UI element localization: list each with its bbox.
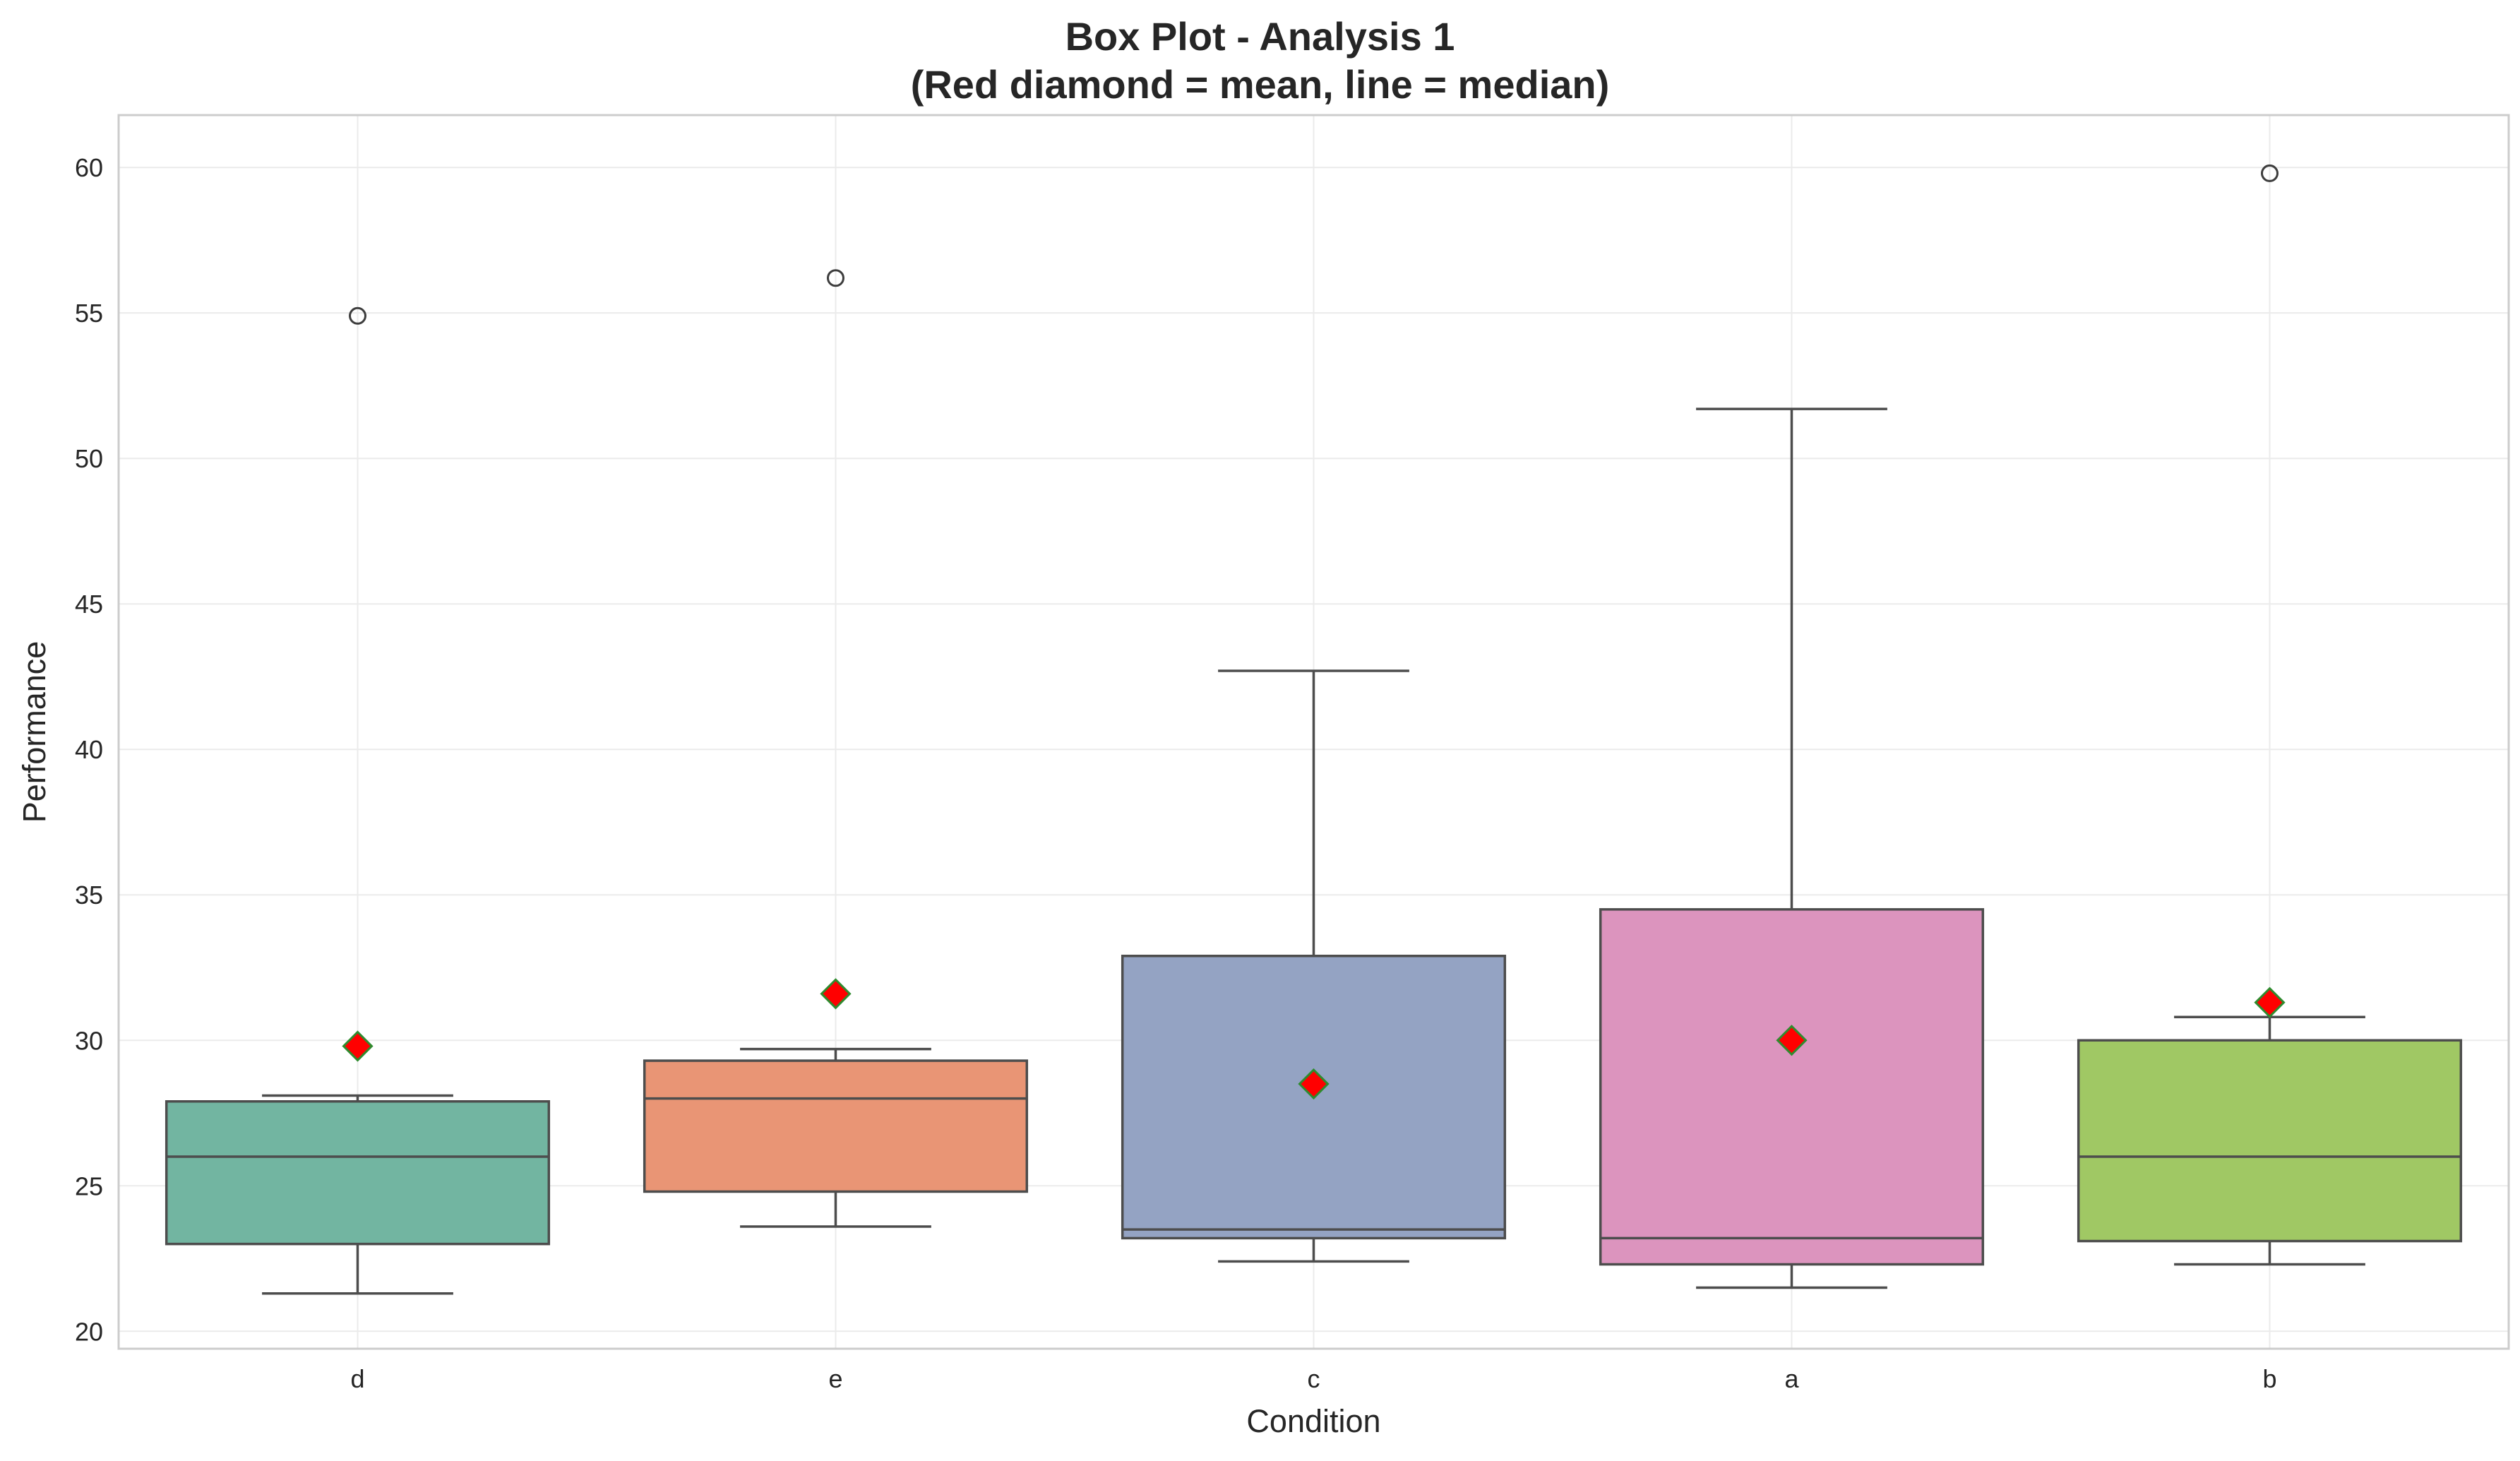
y-tick-label: 20: [75, 1317, 103, 1346]
chart-title: Box Plot - Analysis 1 (Red diamond = mea…: [0, 13, 2520, 109]
mean-diamond: [342, 1030, 374, 1062]
box-layer: [165, 164, 2463, 1295]
box-group-e: [643, 269, 1029, 1228]
outlier-point: [827, 269, 844, 287]
box-group-a: [1599, 407, 1985, 1289]
x-tick-label: c: [1308, 1364, 1320, 1393]
outlier-point: [349, 306, 366, 325]
mean-diamond: [820, 978, 852, 1010]
x-tick-label: a: [1784, 1364, 1799, 1393]
box-iqr: [643, 1059, 1029, 1193]
y-tick-label: 55: [75, 299, 103, 328]
y-tick-label: 40: [75, 735, 103, 764]
mean-diamond: [2254, 986, 2286, 1018]
box-group-b: [2077, 164, 2463, 1266]
y-tick-label: 25: [75, 1171, 103, 1200]
box-iqr: [2077, 1039, 2463, 1243]
x-tick-label: d: [350, 1364, 364, 1393]
box-iqr: [1599, 908, 1985, 1266]
chart-title-line-2: (Red diamond = mean, line = median): [910, 62, 1610, 107]
plot-area-frame: [117, 114, 2510, 1350]
tick-labels: 20 25 30 35 40 45 50 55 60 d e c a b: [75, 153, 2277, 1393]
y-tick-label: 50: [75, 444, 103, 473]
outlier-point: [2261, 164, 2279, 182]
y-tick-label: 60: [75, 153, 103, 182]
y-axis-label: Performance: [16, 641, 52, 823]
y-tick-label: 30: [75, 1026, 103, 1055]
mean-diamond: [1776, 1025, 1808, 1056]
box-group-d: [165, 306, 551, 1295]
y-tick-label: 35: [75, 881, 103, 910]
x-axis-label: Condition: [1246, 1403, 1380, 1439]
chart-title-line-1: Box Plot - Analysis 1: [1065, 14, 1455, 59]
x-tick-label: e: [828, 1364, 842, 1393]
box-iqr: [165, 1100, 551, 1246]
x-tick-label: b: [2262, 1364, 2276, 1393]
mean-diamond: [1298, 1068, 1330, 1100]
box-group-c: [1121, 669, 1507, 1263]
y-tick-label: 45: [75, 590, 103, 619]
